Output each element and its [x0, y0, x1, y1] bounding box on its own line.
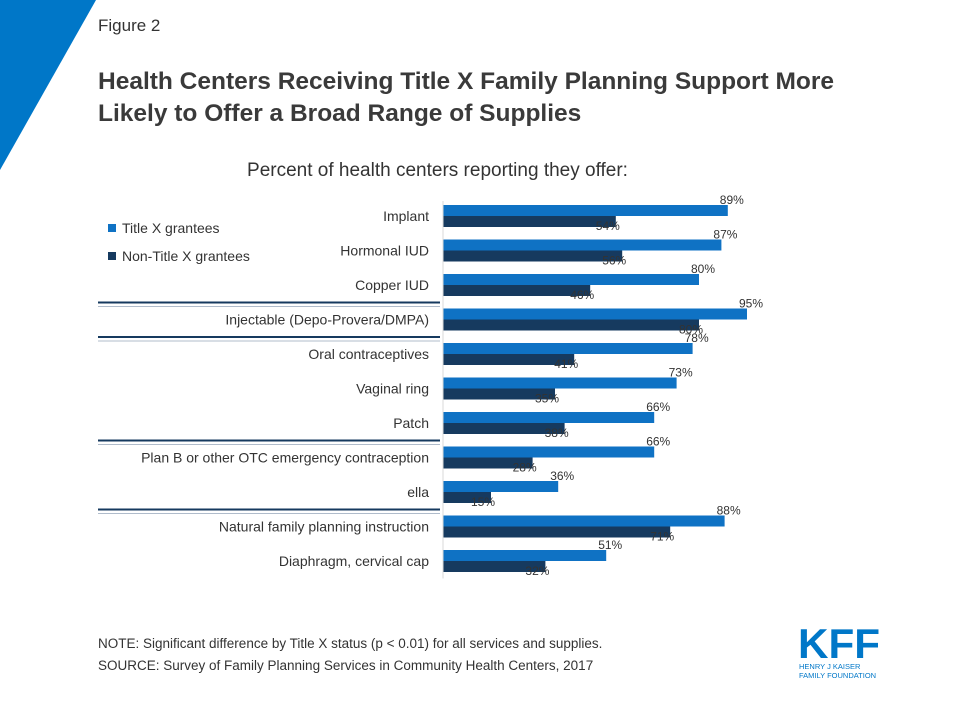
data-label-non-title-x-vaginal-ring: 35%: [535, 392, 559, 406]
data-label-non-title-x-hormonal-iud: 56%: [602, 254, 626, 268]
source-text: SOURCE: Survey of Family Planning Servic…: [98, 658, 594, 673]
legend-item-non-title-x: Non-Title X grantees: [108, 242, 250, 270]
data-label-title-x-injectable-depo-provera-dmpa: 95%: [739, 297, 763, 311]
data-label-title-x-hormonal-iud: 87%: [713, 228, 737, 242]
data-label-title-x-copper-iud: 80%: [691, 262, 715, 276]
data-label-non-title-x-ella: 15%: [471, 495, 495, 509]
data-label-title-x-implant: 89%: [720, 193, 744, 207]
bar-non-title-x-implant: [443, 216, 616, 227]
bar-chart: Implant 89% 54% Hormonal IUD 87% 56% Copper IU…: [98, 193, 763, 579]
bar-title-x-injectable-depo-provera-dmpa: [443, 308, 747, 320]
chart-title: Health Centers Receiving Title X Family …: [98, 68, 835, 127]
data-label-non-title-x-injectable-depo-provera-dmpa: 80%: [679, 323, 703, 337]
bar-non-title-x-plan-b-or-other-otc-emergency-contraception: [443, 457, 533, 469]
note-text: NOTE: Significant difference by Title X …: [98, 636, 603, 651]
bar-non-title-x-diaphragm-cervical-cap: [443, 561, 546, 572]
data-label-title-x-oral-contraceptives: 78%: [685, 331, 709, 345]
data-label-non-title-x-copper-iud: 46%: [570, 288, 594, 302]
bar-non-title-x-ella: [443, 492, 491, 503]
data-label-title-x-plan-b-or-other-otc-emergency-contraception: 66%: [646, 435, 670, 449]
legend-item-title-x: Title X grantees: [108, 214, 250, 242]
category-label-injectable-depo-provera-dmpa: Injectable (Depo-Provera/DMPA): [225, 312, 429, 328]
bar-title-x-hormonal-iud: [443, 239, 722, 251]
category-label-copper-iud: Copper IUD: [355, 277, 429, 293]
category-label-ella: ella: [407, 484, 429, 500]
data-label-non-title-x-plan-b-or-other-otc-emergency-contraception: 28%: [513, 461, 537, 475]
kff-logo-mark: KFF: [798, 624, 880, 667]
category-label-implant: Implant: [383, 208, 429, 224]
bar-non-title-x-vaginal-ring: [443, 388, 555, 400]
category-label-hormonal-iud: Hormonal IUD: [340, 243, 429, 259]
data-label-non-title-x-patch: 38%: [545, 426, 569, 440]
bar-title-x-patch: [443, 412, 655, 423]
legend-swatch-title-x: [108, 224, 116, 232]
data-label-non-title-x-natural-family-planning-instruction: 71%: [650, 530, 674, 544]
bar-title-x-vaginal-ring: [443, 377, 677, 389]
category-label-vaginal-ring: Vaginal ring: [356, 381, 429, 397]
figure-label: Figure 2: [98, 16, 161, 35]
bar-title-x-implant: [443, 205, 728, 216]
data-label-title-x-patch: 66%: [646, 400, 670, 414]
data-label-non-title-x-implant: 54%: [596, 219, 620, 233]
category-label-diaphragm-cervical-cap: Diaphragm, cervical cap: [279, 553, 429, 569]
bar-title-x-ella: [443, 481, 559, 492]
footnotes: NOTE: Significant difference by Title X …: [98, 633, 602, 677]
data-label-title-x-vaginal-ring: 73%: [669, 366, 693, 380]
kff-logo: KFF HENRY J KAISER FAMILY FOUNDATION: [798, 624, 880, 680]
kff-logo-line2: FAMILY FOUNDATION: [799, 671, 876, 680]
bar-title-x-copper-iud: [443, 274, 699, 285]
kff-logo-line1: HENRY J KAISER: [799, 662, 861, 671]
bar-non-title-x-injectable-depo-provera-dmpa: [443, 319, 699, 331]
bar-non-title-x-oral-contraceptives: [443, 354, 575, 365]
bar-non-title-x-patch: [443, 423, 565, 434]
legend-label-non-title-x: Non-Title X grantees: [122, 248, 250, 264]
bar-title-x-diaphragm-cervical-cap: [443, 550, 607, 561]
category-label-oral-contraceptives: Oral contraceptives: [308, 346, 429, 362]
category-label-natural-family-planning-instruction: Natural family planning instruction: [219, 519, 429, 535]
data-label-title-x-natural-family-planning-instruction: 88%: [717, 504, 741, 518]
data-label-non-title-x-diaphragm-cervical-cap: 32%: [525, 564, 549, 578]
corner-triangle: [0, 0, 96, 170]
chart-legend: Title X grantees Non-Title X grantees: [108, 214, 250, 270]
chart-subtitle: Percent of health centers reporting they…: [247, 160, 628, 181]
bar-title-x-natural-family-planning-instruction: [443, 515, 725, 527]
legend-swatch-non-title-x: [108, 252, 116, 260]
data-label-title-x-ella: 36%: [550, 469, 574, 483]
category-label-patch: Patch: [393, 415, 429, 431]
bar-title-x-oral-contraceptives: [443, 343, 693, 354]
bar-non-title-x-copper-iud: [443, 285, 591, 296]
data-label-non-title-x-oral-contraceptives: 41%: [554, 357, 578, 371]
legend-label-title-x: Title X grantees: [122, 220, 220, 236]
corner-accent-shape: [0, 0, 96, 170]
bar-non-title-x-hormonal-iud: [443, 250, 623, 262]
bar-non-title-x-natural-family-planning-instruction: [443, 526, 671, 538]
bar-title-x-plan-b-or-other-otc-emergency-contraception: [443, 446, 655, 458]
category-label-plan-b-or-other-otc-emergency-contraception: Plan B or other OTC emergency contracept…: [141, 450, 429, 466]
data-label-title-x-diaphragm-cervical-cap: 51%: [598, 538, 622, 552]
